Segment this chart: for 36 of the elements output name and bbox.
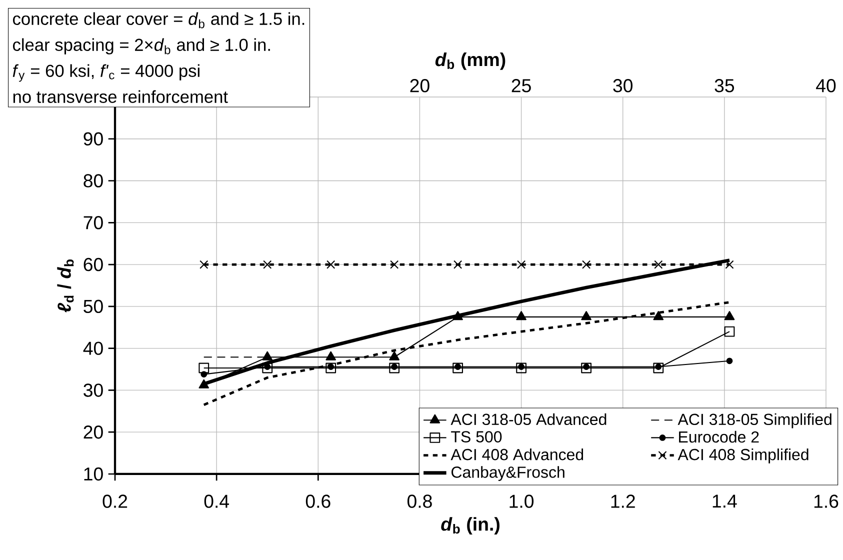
- legend-label: TS 500: [451, 431, 502, 442]
- legend-label: ACI 318-05 Simplified: [678, 413, 832, 428]
- legend-label: ACI 408 Simplified: [678, 448, 808, 464]
- x2-axis-title: d$_{b}$ (mm): [435, 52, 506, 70]
- y-tick-label: 20: [84, 425, 103, 439]
- legend-label: ACI 408 Advanced: [450, 448, 584, 460]
- x2-tick-label: 20: [410, 79, 430, 92]
- y-tick-label: 80: [84, 174, 103, 188]
- text: clear spacing = 2×d$_{b}$ and ≥ 1.0 in.: [13, 38, 270, 54]
- x2-tick-label: 25: [512, 79, 531, 92]
- x2-tick-label: 40: [816, 79, 836, 92]
- x-tick-label: 1.4: [712, 494, 737, 508]
- y-tick-label: 60: [84, 258, 103, 272]
- x-axis-title: d$_{b}$ (in.): [441, 517, 500, 534]
- y-tick-label: 30: [84, 384, 103, 397]
- x-tick-label: 0.4: [204, 494, 229, 508]
- text: concrete clear cover = d$_{b}$ and ≥ 1.5 in.: [13, 12, 304, 28]
- x2-tick-label: 35: [714, 79, 734, 92]
- y-tick-label: 50: [84, 300, 103, 314]
- x-tick-label: 0.6: [306, 494, 330, 508]
- legend-label: Canbay&Frosch: [452, 466, 564, 482]
- text: f$_{y}$ = 60 ksi, f'$_{c}$ = 4000 psi: [12, 64, 200, 82]
- annotation: no transverse reinforcement: [13, 90, 228, 103]
- x-tick-label: 1.0: [510, 494, 534, 508]
- x-tick-label: 1.2: [611, 494, 635, 508]
- legend-label: Eurocode 2: [679, 430, 759, 443]
- y-tick-label: 90: [84, 132, 103, 146]
- y-tick-label: 40: [83, 342, 103, 355]
- x2-tick-label: 30: [613, 79, 633, 92]
- legend-label: ACI 318-05 Advanced: [450, 413, 606, 426]
- x-tick-label: 0.8: [407, 494, 432, 508]
- x-tick-label: 0.2: [102, 494, 128, 508]
- y-axis-title: ℓ$_{d}$ / d$_{b}$: [57, 260, 74, 312]
- x-tick-label: 1.6: [814, 494, 838, 508]
- y-tick-label: 10: [84, 467, 103, 481]
- y-tick-label: 70: [84, 216, 103, 230]
